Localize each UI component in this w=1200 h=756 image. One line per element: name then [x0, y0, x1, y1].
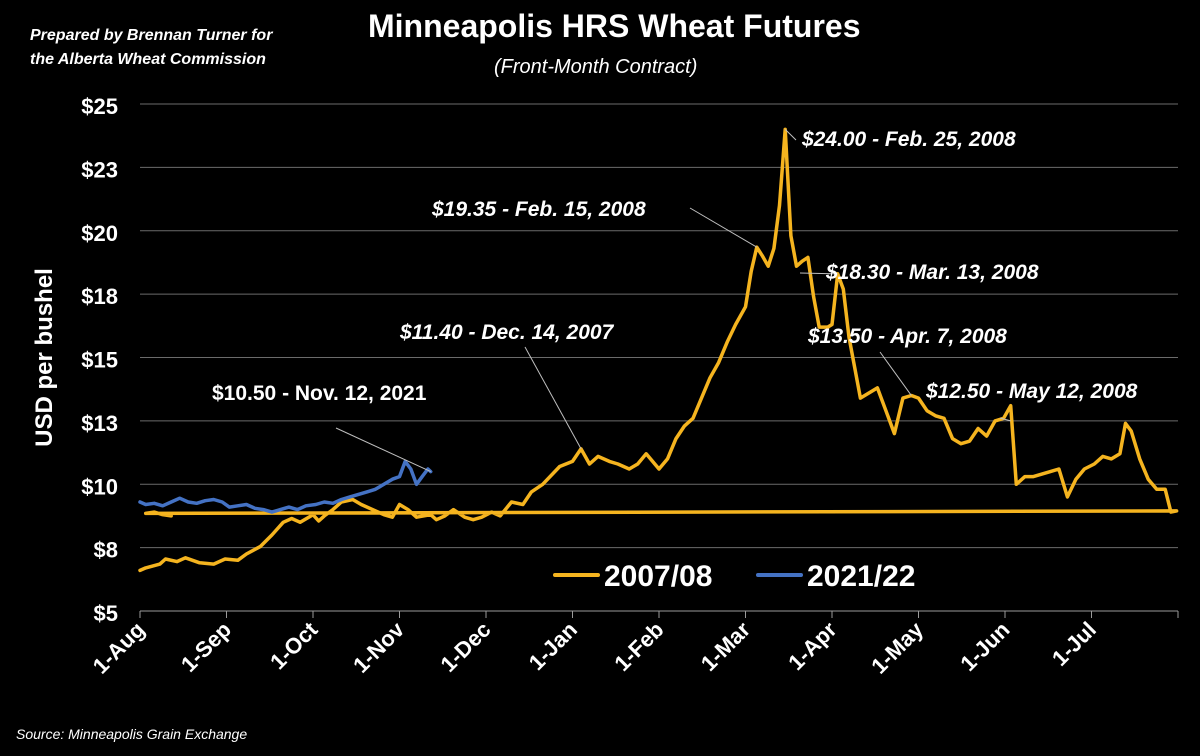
x-tick-label: 1-Sep — [176, 617, 236, 677]
x-tick-label: 1-Aug — [88, 617, 150, 679]
y-tick-label: $25 — [81, 94, 118, 119]
x-tick-label: 1-Apr — [783, 617, 842, 676]
annotation-leader — [999, 417, 1011, 422]
annotation-leader — [335, 427, 431, 473]
legend-label: 2021/22 — [807, 560, 915, 593]
annotation-leader — [524, 346, 582, 450]
annotation-label: $12.50 - May 12, 2008 — [925, 380, 1138, 403]
y-tick-label: $18 — [81, 284, 118, 309]
annotation-label: $13.50 - Apr. 7, 2008 — [807, 325, 1007, 348]
y-tick-label: $13 — [81, 411, 118, 436]
x-tick-label: 1-Feb — [609, 617, 668, 676]
series-line-2007-08 — [138, 127, 1179, 573]
x-tick-label: 1-Mar — [696, 617, 755, 676]
credit-note: Prepared by Brennan Turner for the Alber… — [30, 24, 272, 72]
chart-subtitle: (Front-Month Contract) — [494, 56, 698, 78]
x-tick-label: 1-Jun — [955, 617, 1014, 676]
annotation-leader — [784, 128, 797, 141]
y-tick-label: $15 — [81, 348, 118, 373]
credit-line-2: the Alberta Wheat Commission — [30, 51, 266, 68]
x-tick-label: 1-Nov — [348, 616, 409, 677]
y-tick-label: $23 — [81, 157, 118, 182]
annotation-label: $11.40 - Dec. 14, 2007 — [399, 321, 615, 344]
annotation-leader — [799, 272, 838, 275]
chart-title: Minneapolis HRS Wheat Futures — [368, 8, 861, 44]
annotation-leader — [689, 207, 758, 248]
y-tick-label: $20 — [81, 221, 118, 246]
x-tick-label: 1-May — [866, 616, 928, 678]
y-tick-label: $10 — [81, 474, 118, 499]
annotation-leader — [879, 351, 912, 396]
x-tick-label: 1-Dec — [435, 617, 495, 677]
legend-label: 2007/08 — [604, 560, 712, 593]
annotation-label: $18.30 - Mar. 13, 2008 — [825, 261, 1039, 284]
x-tick-label: 1-Jul — [1047, 617, 1101, 671]
credit-line-1: Prepared by Brennan Turner for — [30, 27, 273, 44]
source-note: Source: Minneapolis Grain Exchange — [16, 726, 248, 742]
series-line-2021-22 — [138, 459, 433, 514]
y-axis-title: USD per bushel — [31, 268, 58, 447]
x-tick-label: 1-Jan — [524, 617, 582, 675]
annotation-label: $19.35 - Feb. 15, 2008 — [431, 198, 646, 221]
y-tick-label: $8 — [94, 538, 118, 563]
x-tick-label: 1-Oct — [265, 616, 323, 674]
annotation-label: $24.00 - Feb. 25, 2008 — [801, 128, 1016, 151]
annotation-label: $10.50 - Nov. 12, 2021 — [212, 382, 427, 405]
y-tick-label: $5 — [94, 601, 118, 626]
